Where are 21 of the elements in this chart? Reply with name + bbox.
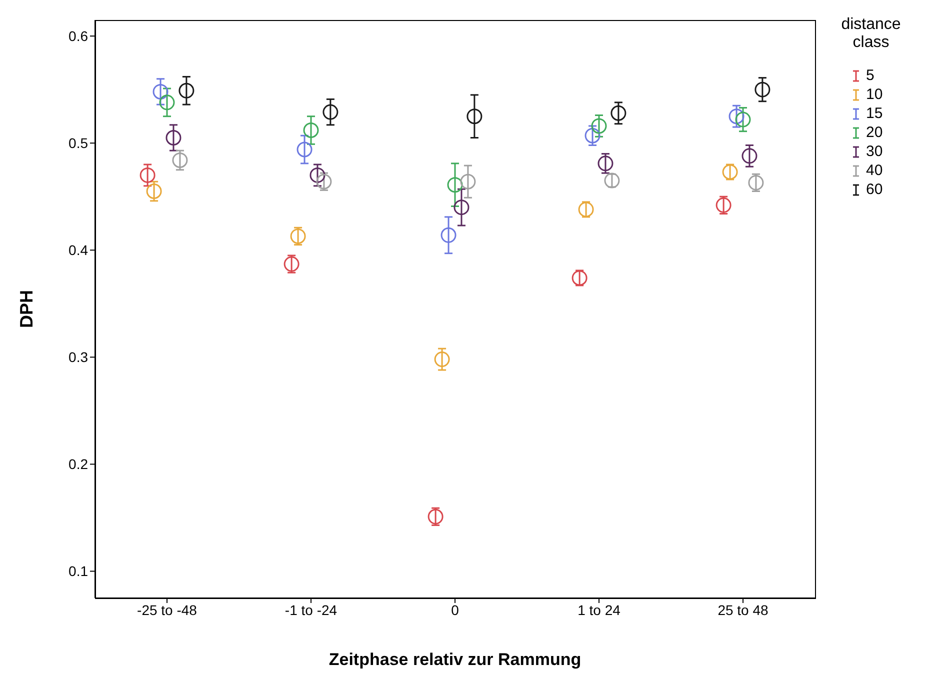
y-tick-label: 0.3 — [68, 349, 88, 366]
x-axis-title: Zeitphase relativ zur Rammung — [328, 650, 582, 669]
x-tick-label: -1 to -24 — [284, 602, 338, 618]
legend-label: 15 — [866, 105, 883, 122]
y-tick-label: 0.1 — [68, 563, 88, 580]
legend-label: 5 — [866, 67, 874, 84]
x-tick-label: -25 to -48 — [137, 602, 198, 618]
y-tick-label: 0.6 — [68, 28, 88, 44]
legend-title: distance class — [840, 16, 902, 52]
legend-label: 60 — [866, 181, 883, 198]
legend-label: 10 — [866, 86, 883, 103]
legend-label: 40 — [866, 162, 883, 179]
y-tick-label: 0.2 — [68, 456, 88, 472]
legend-label: 20 — [866, 124, 883, 141]
x-tick-label: 0 — [451, 602, 460, 618]
x-tick-label: 25 to 48 — [718, 602, 769, 618]
y-axis-title: DPH — [16, 290, 36, 328]
x-tick-label: 1 to 24 — [578, 602, 621, 618]
y-tick-label: 0.4 — [68, 242, 88, 258]
legend-label: 30 — [866, 143, 883, 160]
y-tick-label: 0.5 — [68, 135, 88, 152]
